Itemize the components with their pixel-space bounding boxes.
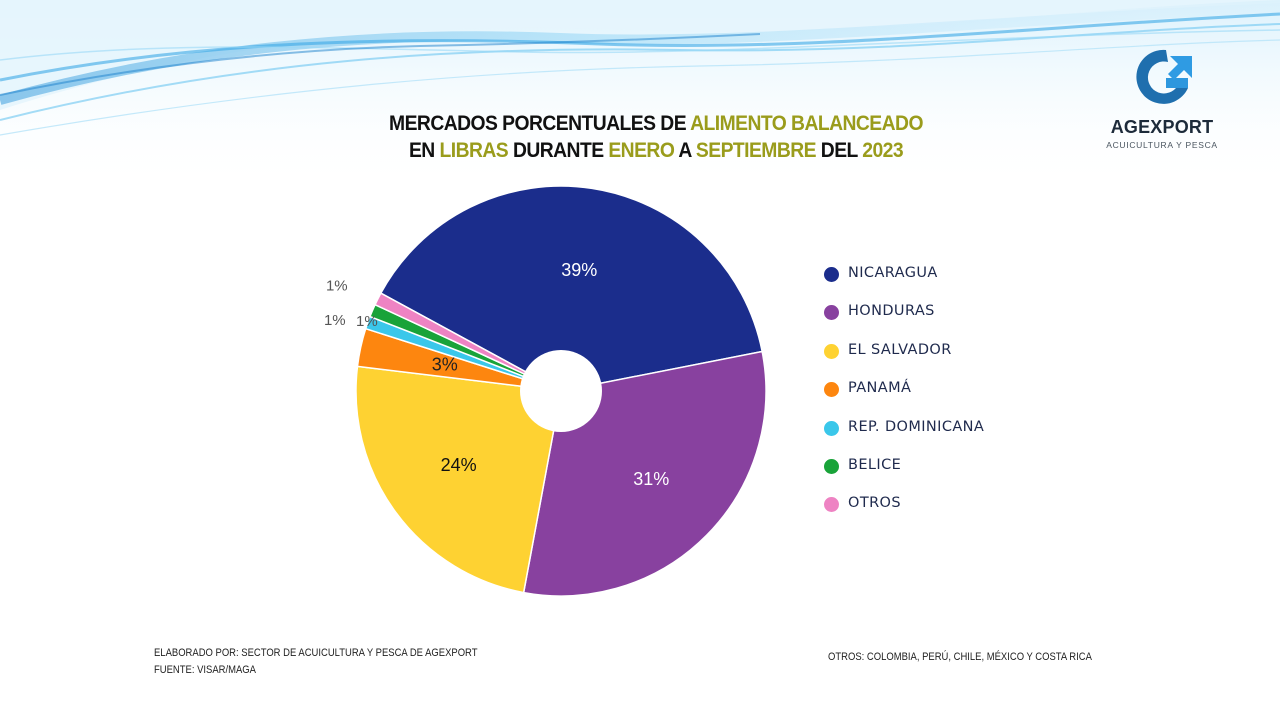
title-highlight: ENERO: [608, 139, 675, 162]
pie-data-label: 3%: [432, 354, 458, 374]
decorative-wave-banner: [0, 0, 1280, 190]
legend-item: EL SALVADOR: [824, 342, 984, 380]
pie-labels: 39% 31% 24% 3% 1% 1% 1%: [324, 260, 669, 489]
title-segment: EN: [408, 139, 440, 162]
pie-data-label: 1%: [324, 312, 346, 329]
logo-subtitle: ACUICULTURA Y PESCA: [1106, 140, 1218, 150]
legend-item: BELICE: [824, 457, 984, 495]
title-segment: DEL: [815, 139, 863, 162]
legend-swatch: [824, 267, 839, 282]
footer-credits: ELABORADO POR: SECTOR DE ACUICULTURA Y P…: [154, 645, 477, 679]
legend-label: HONDURAS: [848, 303, 935, 320]
legend-swatch: [824, 420, 839, 436]
legend-label: EL SALVADOR: [848, 341, 952, 358]
chart-title-line-2: EN LIBRAS DURANTE ENERO A SEPTIEMBRE DEL…: [52, 139, 1259, 163]
legend-label: OTROS: [848, 495, 901, 512]
title-segment: DURANTE: [508, 139, 609, 162]
legend-swatch: [824, 458, 839, 474]
chart-legend: NICARAGUA HONDURAS EL SALVADOR PANAMÁ RE…: [824, 265, 984, 534]
legend-swatch: [824, 305, 839, 321]
pie-data-label: 31%: [633, 469, 669, 489]
title-highlight: LIBRAS: [439, 139, 509, 162]
footer-otros-note: OTROS: COLOMBIA, PERÚ, CHILE, MÉXICO Y C…: [828, 651, 1092, 663]
legend-item: PANAMÁ: [824, 380, 984, 418]
title-highlight: 2023: [862, 139, 904, 162]
pie-data-label: 39%: [561, 260, 597, 280]
legend-label: REP. DOMINICANA: [848, 418, 985, 435]
pie-slice-otros: [374, 292, 562, 392]
legend-swatch: [824, 382, 839, 398]
agexport-logo: AGEXPORT ACUICULTURA Y PESCA: [1100, 44, 1224, 150]
title-highlight: ALIMENTO BALANCEADO: [690, 112, 923, 135]
agexport-g-logo-icon: [1136, 49, 1192, 104]
chart-title-line-1: MERCADOS PORCENTUALES DE ALIMENTO BALANC…: [52, 112, 1259, 136]
pie-center-hole: [520, 350, 602, 432]
pie-data-label: 1%: [326, 277, 348, 294]
legend-swatch: [824, 343, 839, 359]
legend-item: HONDURAS: [824, 303, 984, 341]
legend-label: PANAMÁ: [848, 380, 912, 397]
pie-data-label: 1%: [356, 313, 378, 330]
footer-author: ELABORADO POR: SECTOR DE ACUICULTURA Y P…: [154, 647, 478, 659]
legend-label: BELICE: [848, 456, 902, 473]
title-highlight: SEPTIEMBRE: [695, 139, 817, 162]
pie-data-label: 24%: [441, 455, 477, 475]
legend-swatch: [824, 497, 839, 513]
title-segment: MERCADOS PORCENTUALES DE: [389, 112, 691, 135]
legend-label: NICARAGUA: [848, 265, 938, 281]
legend-item: REP. DOMINICANA: [824, 419, 984, 457]
pie-slice-el-salvador: [355, 365, 562, 594]
legend-item: NICARAGUA: [824, 265, 984, 303]
title-segment: A: [674, 139, 696, 162]
logo-name: AGEXPORT: [1110, 117, 1214, 137]
pie-slice-nicaragua: [379, 185, 764, 392]
legend-item: OTROS: [824, 495, 984, 533]
footer-source: FUENTE: VISAR/MAGA: [154, 664, 256, 676]
